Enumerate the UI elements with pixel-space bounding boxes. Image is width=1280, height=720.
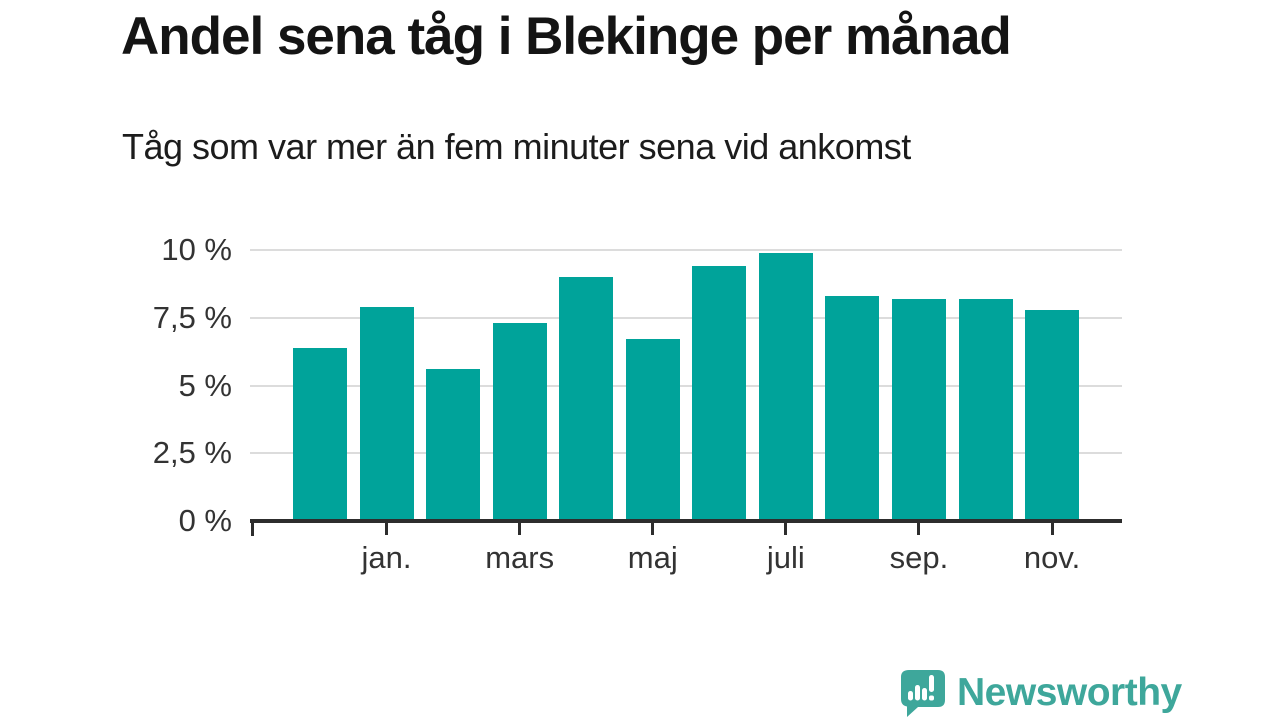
x-axis-tick-sep. [917,523,921,535]
x-axis-label-maj: maj [627,540,678,575]
y-axis-label: 5 % [178,367,232,403]
y-axis-label: 0 % [178,503,232,538]
bar-feb. [426,369,481,521]
brand-name: Newsworthy [957,671,1182,714]
gridline-5% [250,384,1122,387]
gridline-7,5% [250,316,1122,319]
y-axis-label: 7,5 % [152,299,232,335]
gridline-10% [250,249,1122,251]
bar-dec. [293,347,347,521]
page-subtitle: Tåg som var mer än fem minuter sena vid … [122,126,911,167]
y-axis-label: 10 % [161,232,232,267]
x-axis-tick-nov. [1050,523,1054,535]
x-axis-tick-juli [784,523,788,535]
bar-maj [625,339,680,521]
bar-juli [758,252,813,521]
bar-jan. [359,306,414,521]
bar-mars [492,323,547,521]
bar-apr. [559,277,614,521]
x-axis-tick-jan. [385,523,389,535]
bar-juni [692,266,747,521]
brand-footer: Newsworthy [897,667,1187,719]
x-axis-label-mars: mars [485,540,555,575]
bar-nov. [1025,309,1080,521]
bar-aug. [825,296,880,521]
x-axis-tick-mars [518,523,522,535]
x-axis-label-juli: juli [766,540,805,575]
y-axis-label: 2,5 % [152,435,232,471]
gridline-2,5% [250,452,1122,455]
x-axis-line [250,519,1122,523]
x-axis-start-tick [251,519,254,536]
page-title: Andel sena tåg i Blekinge per månad [121,7,1012,66]
x-axis-label-jan.: jan. [361,540,412,575]
bar-okt. [958,298,1013,521]
x-axis-tick-maj [651,523,655,535]
x-axis-label-nov.: nov. [1023,540,1081,575]
x-axis-label-sep.: sep. [889,540,949,575]
newsworthy-logo-icon [897,667,949,720]
bar-sep. [891,298,946,521]
